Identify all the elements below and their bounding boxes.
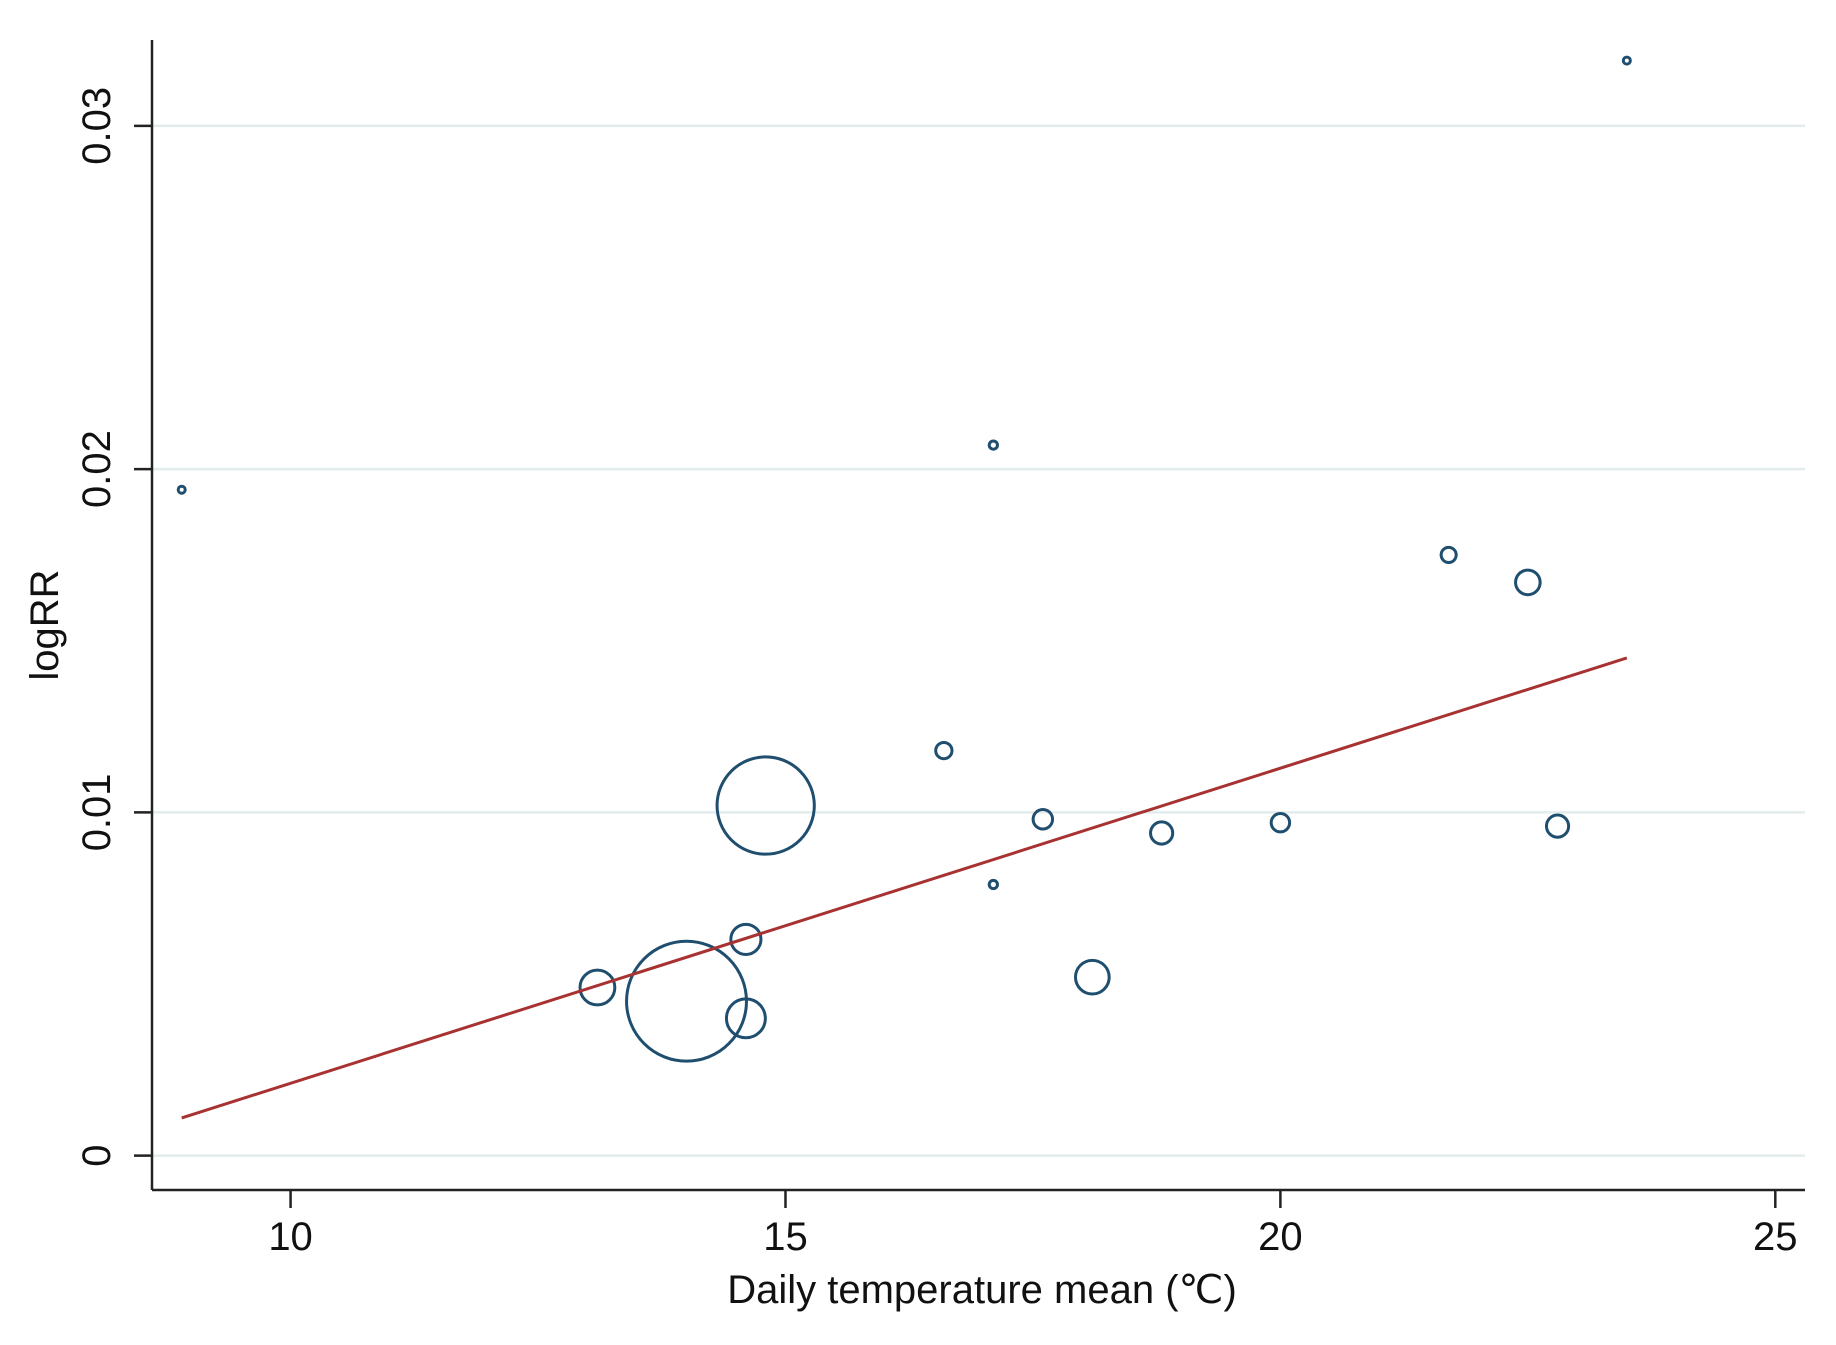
bubble-point-8: [987, 878, 999, 891]
bubble-point-6: [934, 740, 954, 761]
bubble-point-1: [578, 968, 617, 1007]
bubble-point-0: [176, 484, 187, 495]
x-tick-label-3: 25: [1753, 1215, 1798, 1259]
bubble-point-5: [715, 755, 816, 856]
fitted-line: [181, 656, 1628, 1120]
bubble-point-3: [729, 922, 763, 956]
bubble-point-2: [625, 939, 748, 1063]
y-tick-label-1: 0.01: [75, 773, 119, 851]
y-tick-label-0: 0: [75, 1145, 119, 1167]
bubble-point-10: [1073, 958, 1111, 996]
fitted-line-group: [181, 656, 1628, 1120]
bubbles: [176, 55, 1632, 1063]
bubble-point-7: [987, 439, 999, 451]
bubble-point-16: [1621, 55, 1632, 66]
x-ticks: 10 15 20 25: [268, 1190, 1798, 1259]
x-tick-label-1: 15: [763, 1215, 808, 1259]
gridlines: [152, 124, 1805, 1157]
y-tick-label-2: 0.02: [75, 430, 119, 508]
bubble-point-15: [1544, 813, 1571, 839]
x-axis-title: Daily temperature mean (℃): [727, 1268, 1237, 1312]
bubble-point-14: [1514, 568, 1542, 597]
bubble-point-4: [724, 997, 767, 1040]
bubble-point-12: [1269, 811, 1292, 834]
x-tick-label-0: 10: [268, 1215, 313, 1259]
bubble-point-9: [1031, 808, 1055, 831]
y-ticks: 0 0.01 0.02 0.03: [75, 87, 152, 1167]
bubble-point-11: [1149, 820, 1175, 846]
y-tick-label-3: 0.03: [75, 87, 119, 165]
bubble-point-13: [1439, 545, 1458, 564]
y-axis-title: logRR: [23, 569, 67, 680]
x-tick-label-2: 20: [1258, 1215, 1303, 1259]
axes: [150, 40, 1805, 1192]
